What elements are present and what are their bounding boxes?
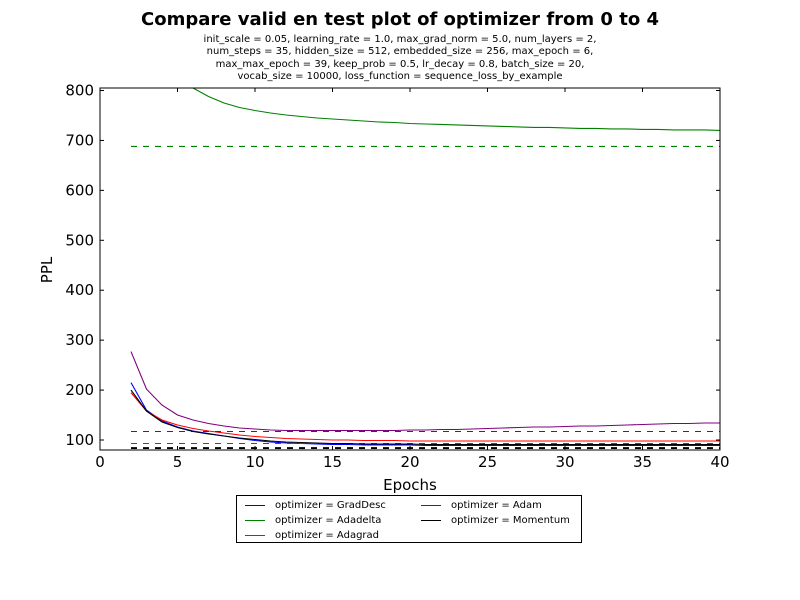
- y-tick-label: 500: [65, 231, 94, 249]
- subtitle-line: vocab_size = 10000, loss_function = sequ…: [237, 71, 563, 83]
- y-tick-label: 400: [65, 281, 94, 299]
- legend-label: optimizer = GradDesc: [275, 500, 386, 511]
- x-tick-label: 15: [323, 453, 342, 471]
- x-tick-label: 0: [95, 453, 105, 471]
- x-tick-label: 20: [400, 453, 419, 471]
- series-line-optimizer-adam: [130, 351, 720, 432]
- legend-swatch: [245, 505, 265, 506]
- y-tick-label: 300: [65, 331, 94, 349]
- legend-label: optimizer = Adadelta: [275, 515, 382, 526]
- x-axis-label: Epochs: [383, 476, 437, 494]
- legend-label: optimizer = Adagrad: [275, 530, 380, 541]
- x-tick-label: 40: [710, 453, 729, 471]
- x-tick-label: 25: [478, 453, 497, 471]
- plot-frame: [99, 87, 721, 451]
- y-tick-label: 100: [65, 431, 94, 449]
- x-tick-label: 10: [245, 453, 264, 471]
- series-line-optimizer-graddesc: [130, 382, 720, 447]
- x-tick-label: 30: [555, 453, 574, 471]
- subtitle-line: init_scale = 0.05, learning_rate = 1.0, …: [203, 34, 597, 45]
- axis-ticks: 0 5 10 15 20 25 30 35 40 100 200 300 400 500 600 700 800: [65, 81, 729, 471]
- legend-swatch: [421, 520, 441, 521]
- series-line-optimizer-adadelta: [192, 88, 720, 131]
- series-line-optimizer-adagrad: [130, 392, 720, 442]
- subtitle-line: num_steps = 35, hidden_size = 512, embed…: [206, 46, 594, 58]
- legend-swatch: [245, 520, 265, 521]
- subtitle-line: max_max_epoch = 39, keep_prob = 0.5, lr_…: [215, 58, 585, 70]
- y-tick-label: 800: [65, 81, 94, 99]
- legend-swatch: [245, 535, 265, 536]
- chart-legend: optimizer = GradDesc optimizer = Adadelt…: [236, 495, 582, 543]
- series-line-optimizer-momentum: [130, 389, 720, 446]
- x-tick-label: 35: [633, 453, 652, 471]
- chart-subtitle: init_scale = 0.05, learning_rate = 1.0, …: [0, 34, 800, 84]
- chart-title: Compare valid en test plot of optimizer …: [141, 9, 659, 30]
- legend-label: optimizer = Adam: [451, 500, 542, 511]
- y-tick-label: 700: [65, 131, 94, 149]
- y-tick-label: 200: [65, 381, 94, 399]
- series-layer: [130, 88, 720, 450]
- y-tick-label: 600: [65, 181, 94, 199]
- legend-label: optimizer = Momentum: [451, 515, 570, 526]
- y-axis-label: PPL: [38, 256, 56, 283]
- legend-swatch: [421, 505, 441, 506]
- x-tick-label: 5: [173, 453, 183, 471]
